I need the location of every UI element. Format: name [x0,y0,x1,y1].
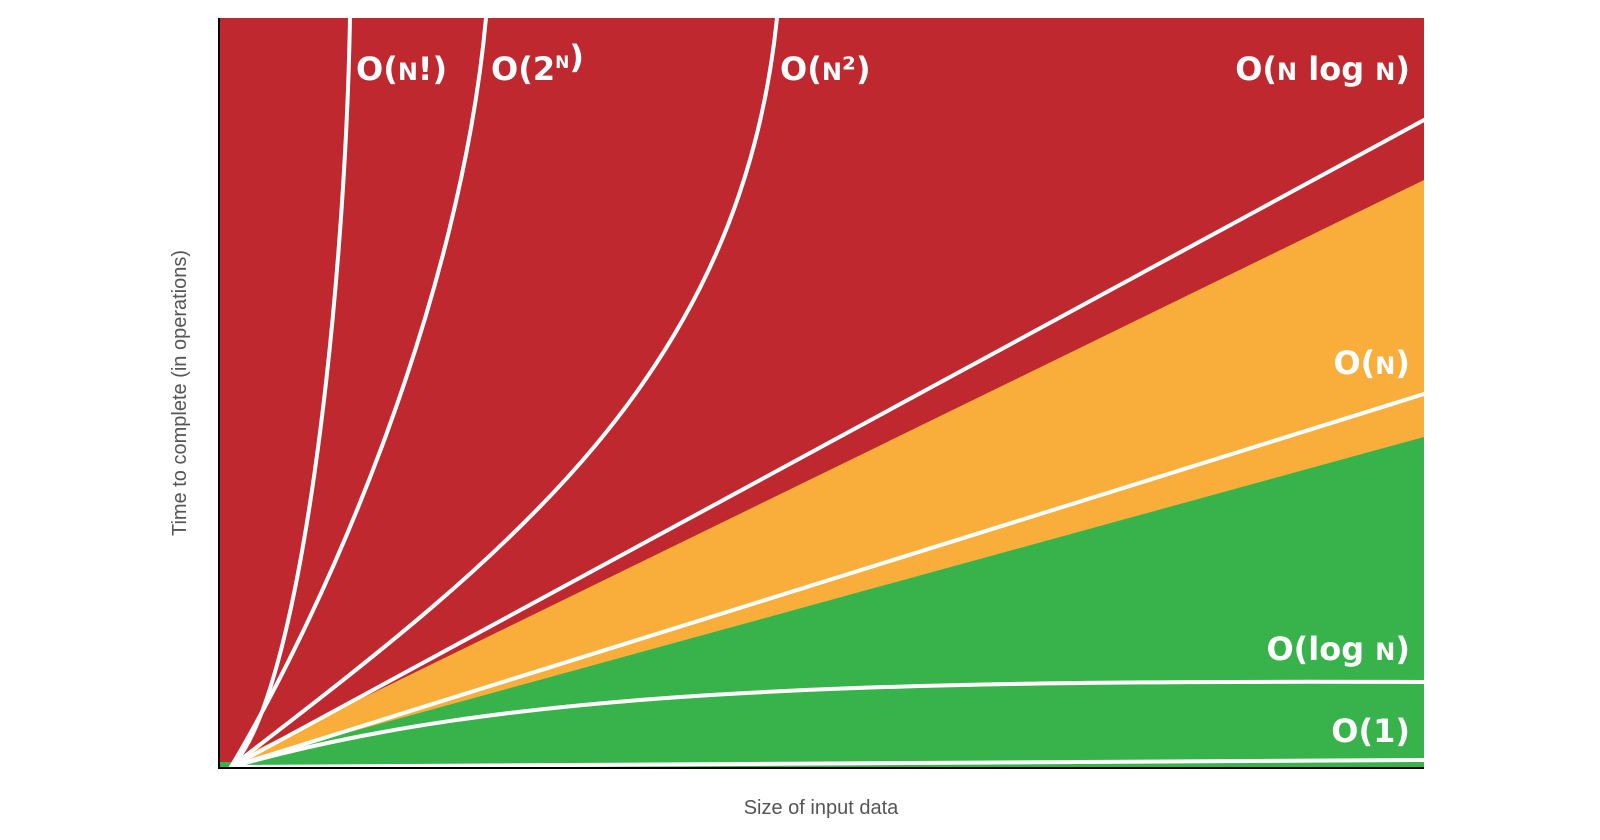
label-constant: O(1) [1331,712,1410,750]
x-axis-title: Size of input data [744,797,899,819]
curve-logarithmic [229,679,1426,769]
axes-layer [218,18,1424,769]
label-exponential: O(2N) [491,38,584,88]
curve-constant [229,758,1426,769]
y-axis-title: Time to complete (in operations) [169,250,191,536]
zone-good [219,437,1424,768]
zones-layer [219,18,1424,768]
labels-layer: O(N!) O(2N) O(N²) O(N log N) O(N) O(log N) O(1… [356,38,1410,750]
curves-layer [229,16,1426,769]
label-quadratic: O(N²) [780,50,871,88]
label-logarithmic: O(log N) [1266,630,1410,668]
label-linearithmic: O(N log N) [1235,50,1410,88]
curve-quadratic [229,16,779,769]
label-linear: O(N) [1333,344,1410,382]
curve-exponential [229,16,488,769]
curve-linearithmic [229,118,1426,769]
curve-linear [229,392,1426,769]
label-factorial: O(N!) [356,50,447,88]
